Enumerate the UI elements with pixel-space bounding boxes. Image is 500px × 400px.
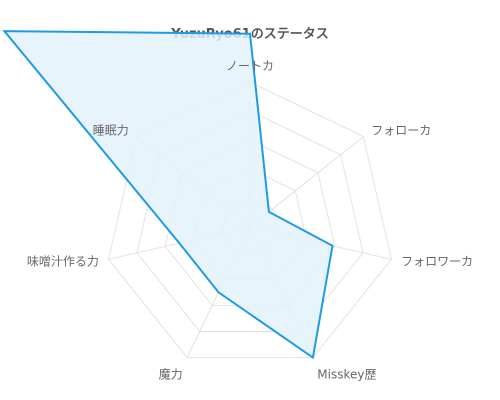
axis-label: フォロワーカ — [401, 255, 473, 269]
axis-label: 味噌汁作る力 — [27, 255, 99, 269]
axis-label: ノートカ — [226, 59, 274, 73]
series-area — [2, 30, 334, 360]
axis-label: フォローカ — [371, 123, 431, 137]
radar-series — [2, 30, 334, 360]
axis-label: 睡眠力 — [93, 123, 129, 137]
axis-label: Misskey歴 — [317, 368, 376, 382]
axis-label: 魔力 — [159, 367, 183, 382]
